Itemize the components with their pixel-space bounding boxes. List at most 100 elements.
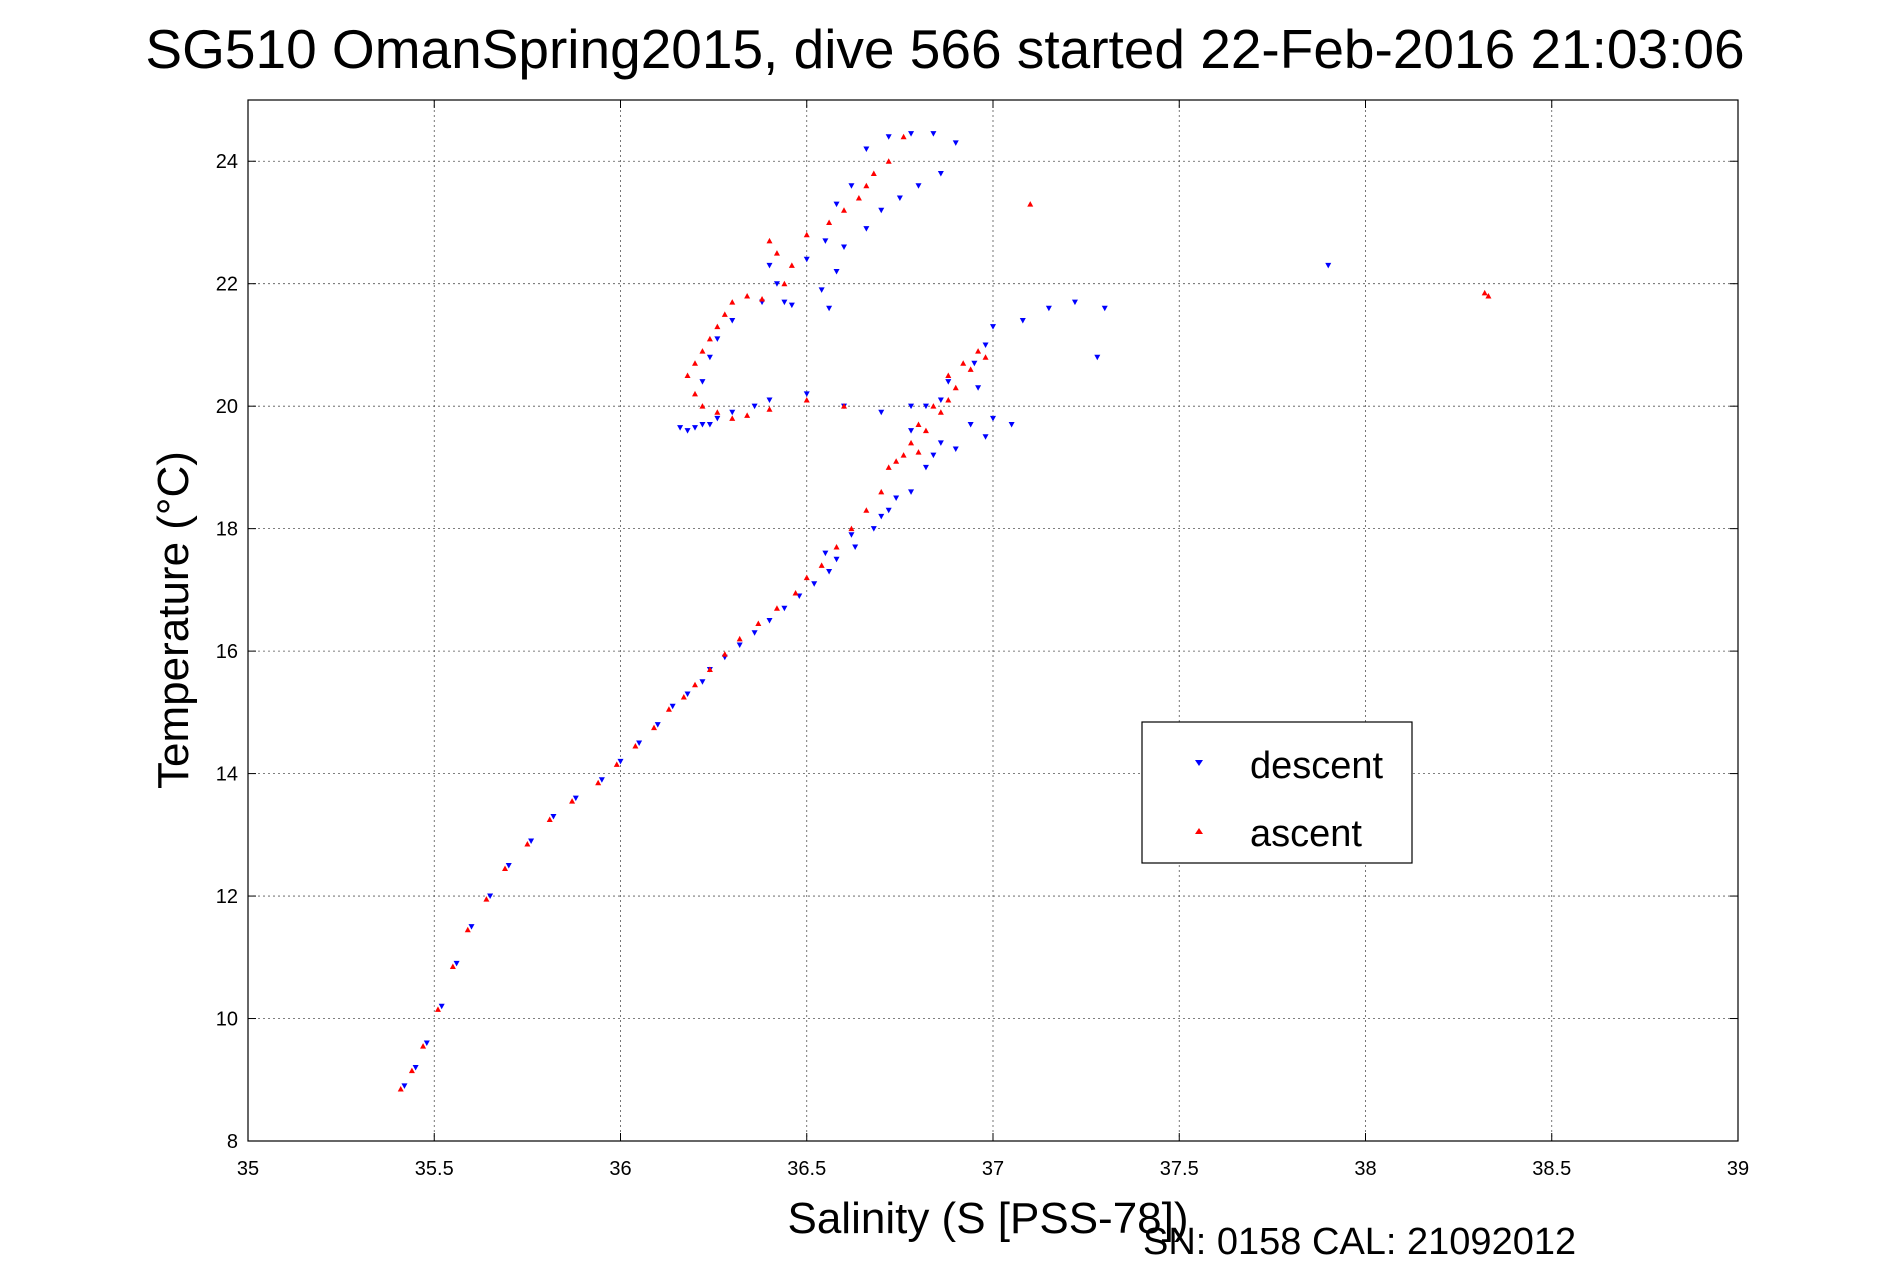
descent-point (878, 207, 885, 214)
descent-point (438, 1003, 445, 1010)
descent-point (1019, 317, 1026, 324)
ascent-point (945, 397, 952, 403)
descent-point (423, 1040, 430, 1047)
descent-point (937, 397, 944, 404)
descent-point (692, 425, 698, 431)
x-tick-label: 38 (1354, 1158, 1376, 1180)
x-axis-ticks: 35 35.5 36 36.5 37 37.5 38 38.5 39 (237, 100, 1749, 1180)
ascent-point (546, 816, 553, 823)
ascent-point (464, 926, 471, 933)
ascent-point (692, 390, 698, 397)
descent-point (930, 452, 937, 459)
ascent-point (967, 366, 974, 372)
descent-point (1325, 262, 1332, 269)
descent-point (833, 201, 840, 208)
ascent-point (900, 133, 907, 140)
descent-point (1101, 305, 1108, 312)
ascent-point (502, 865, 509, 872)
ascent-point (863, 507, 870, 513)
descent-point (893, 495, 900, 502)
descent-point (982, 342, 989, 348)
ascent-point (773, 250, 780, 256)
ascent-point (937, 409, 944, 415)
ascent-point (803, 574, 810, 581)
ascent-point (721, 651, 728, 657)
ascent-point (632, 743, 639, 749)
ascent-point (434, 1006, 441, 1012)
ascent-point (699, 403, 706, 409)
descent-point (908, 131, 915, 137)
ascent-point (885, 158, 892, 164)
ascent-point (841, 207, 847, 213)
descent-point (598, 777, 605, 783)
descent-point (803, 256, 810, 263)
ascent-point (408, 1067, 415, 1074)
descent-point (908, 403, 915, 410)
descent-point (706, 354, 713, 361)
descent-point (1094, 354, 1101, 361)
descent-point (736, 642, 743, 648)
descent-point (885, 134, 892, 140)
x-tick-label: 35.5 (415, 1158, 454, 1180)
ascent-point (930, 403, 937, 409)
x-tick-label: 39 (1727, 1158, 1749, 1180)
descent-point (818, 287, 825, 293)
y-tick-label: 10 (216, 1009, 238, 1031)
descent-point (699, 379, 706, 385)
descent-point (870, 526, 877, 532)
ascent-point (483, 896, 490, 902)
descent-point (930, 131, 937, 137)
y-axis-ticks: 8 10 12 14 16 18 20 22 24 (216, 151, 1738, 1153)
ascent-point (699, 348, 706, 354)
ascent-point (803, 397, 810, 403)
ascent-point (952, 384, 959, 391)
ascent-point (397, 1085, 404, 1092)
descent-point (487, 893, 494, 900)
descent-point (714, 336, 721, 342)
ascent-point (870, 170, 877, 176)
descent-point (401, 1083, 408, 1089)
descent-point (833, 268, 840, 275)
ascent-point (922, 427, 929, 434)
ascent-point (420, 1043, 427, 1049)
ascent-point (945, 372, 952, 379)
descent-point (677, 425, 684, 431)
descent-point (684, 428, 691, 434)
ascent-point (803, 231, 810, 238)
ascent-point (692, 360, 698, 366)
ascent-point (755, 620, 762, 627)
y-tick-label: 22 (216, 274, 238, 296)
x-tick-label: 37 (982, 1158, 1004, 1180)
legend-descent-marker (1195, 760, 1203, 766)
descent-point (975, 385, 982, 391)
ascent-point (1027, 201, 1034, 207)
descent-point (826, 305, 833, 312)
ascent-point (841, 403, 847, 409)
ascent-point (665, 706, 672, 712)
descent-point (684, 691, 691, 697)
descent-point (811, 581, 818, 587)
descent-point (781, 605, 788, 612)
descent-point (908, 489, 915, 495)
ascent-point (729, 299, 736, 305)
descent-point (1008, 422, 1015, 428)
descent-point (453, 960, 460, 967)
ascent-point (736, 635, 743, 642)
descent-point (505, 862, 512, 869)
descent-point (714, 415, 721, 422)
descent-point (922, 403, 929, 410)
descent-point (922, 464, 929, 471)
descent-point (751, 403, 758, 410)
legend-ascent-label: ascent (1250, 813, 1362, 855)
ascent-point (569, 798, 576, 804)
ascent-point (524, 841, 531, 847)
y-tick-label: 16 (216, 641, 238, 663)
ascent-point (595, 779, 602, 786)
ascent-point (449, 963, 456, 969)
descent-point (908, 428, 915, 434)
x-tick-label: 37.5 (1160, 1158, 1199, 1180)
serial-calibration-footer: SN: 0158 CAL: 21092012 (1143, 1221, 1576, 1262)
descent-point (848, 532, 855, 538)
descent-point (990, 324, 996, 330)
